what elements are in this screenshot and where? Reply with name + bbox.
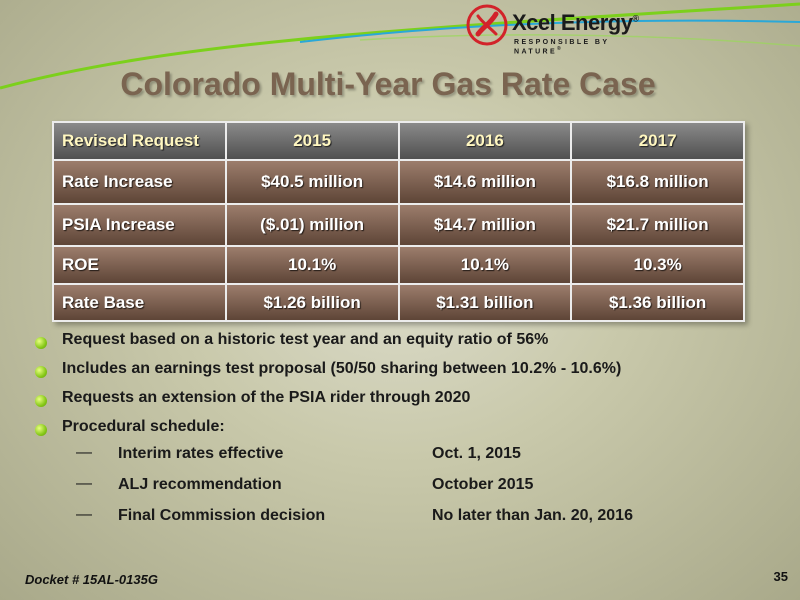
bullet-text: Request based on a historic test year an… [62,331,549,348]
company-logo: Xcel Energy® RESPONSIBLE BY NATURE® [466,4,656,55]
procedural-schedule: — Interim rates effective Oct. 1, 2015 —… [76,441,716,534]
dash-marker: — [76,506,92,523]
schedule-row: — Interim rates effective Oct. 1, 2015 [76,441,716,472]
table-cell: $40.5 million [224,159,400,205]
bullet-dot-icon [35,395,47,407]
header-cell: 2016 [397,121,573,161]
xcel-flame-icon [466,4,508,46]
logo-tagline: RESPONSIBLE BY NATURE® [514,39,610,56]
row-label: ROE [52,245,227,285]
bullet-text: Procedural schedule: [62,418,225,435]
logo-wordmark: Xcel Energy® [512,10,639,35]
schedule-row: — ALJ recommendation October 2015 [76,472,716,503]
header-cell: Revised Request [52,121,227,161]
table-cell: $14.6 million [397,159,573,205]
table-row: ROE 10.1% 10.1% 10.3% [52,245,745,285]
dash-marker: — [76,475,92,492]
table-cell: $16.8 million [570,159,745,205]
table-cell: ($.01) million [224,203,400,247]
row-label: PSIA Increase [52,203,227,247]
schedule-label: ALJ recommendation [118,476,282,493]
table-cell: $1.31 billion [397,283,573,322]
bullet-dot-icon [35,424,47,436]
table-cell: 10.3% [570,245,745,285]
bullet-dot-icon [35,337,47,349]
schedule-date: Oct. 1, 2015 [432,445,521,462]
schedule-label: Final Commission decision [118,507,326,524]
decorative-swoosh [0,2,800,90]
row-label: Rate Base [52,283,227,322]
schedule-label: Interim rates effective [118,445,284,462]
table-row: PSIA Increase ($.01) million $14.7 milli… [52,203,745,247]
table-cell: 10.1% [224,245,400,285]
schedule-row: — Final Commission decision No later tha… [76,503,716,534]
bullet-text: Requests an extension of the PSIA rider … [62,389,471,406]
schedule-date: No later than Jan. 20, 2016 [432,507,633,524]
bullet-text: Includes an earnings test proposal (50/5… [62,360,622,377]
slide-title: Colorado Multi-Year Gas Rate Case [120,66,656,102]
table-row: Rate Increase $40.5 million $14.6 millio… [52,159,745,205]
rate-request-table: Revised Request 2015 2016 2017 Rate Incr… [52,121,745,322]
table-cell: $21.7 million [570,203,745,247]
table-cell: $1.36 billion [570,283,745,322]
table-header-row: Revised Request 2015 2016 2017 [52,121,745,161]
table-cell: $14.7 million [397,203,573,247]
bullet-dot-icon [35,366,47,378]
table-cell: $1.26 billion [224,283,400,322]
docket-number: Docket # 15AL-0135G [25,572,158,587]
schedule-date: October 2015 [432,476,534,493]
row-label: Rate Increase [52,159,227,205]
header-cell: 2017 [570,121,745,161]
table-row: Rate Base $1.26 billion $1.31 billion $1… [52,283,745,322]
page-number: 35 [773,569,788,584]
header-cell: 2015 [224,121,400,161]
table-cell: 10.1% [397,245,573,285]
dash-marker: — [76,444,92,461]
